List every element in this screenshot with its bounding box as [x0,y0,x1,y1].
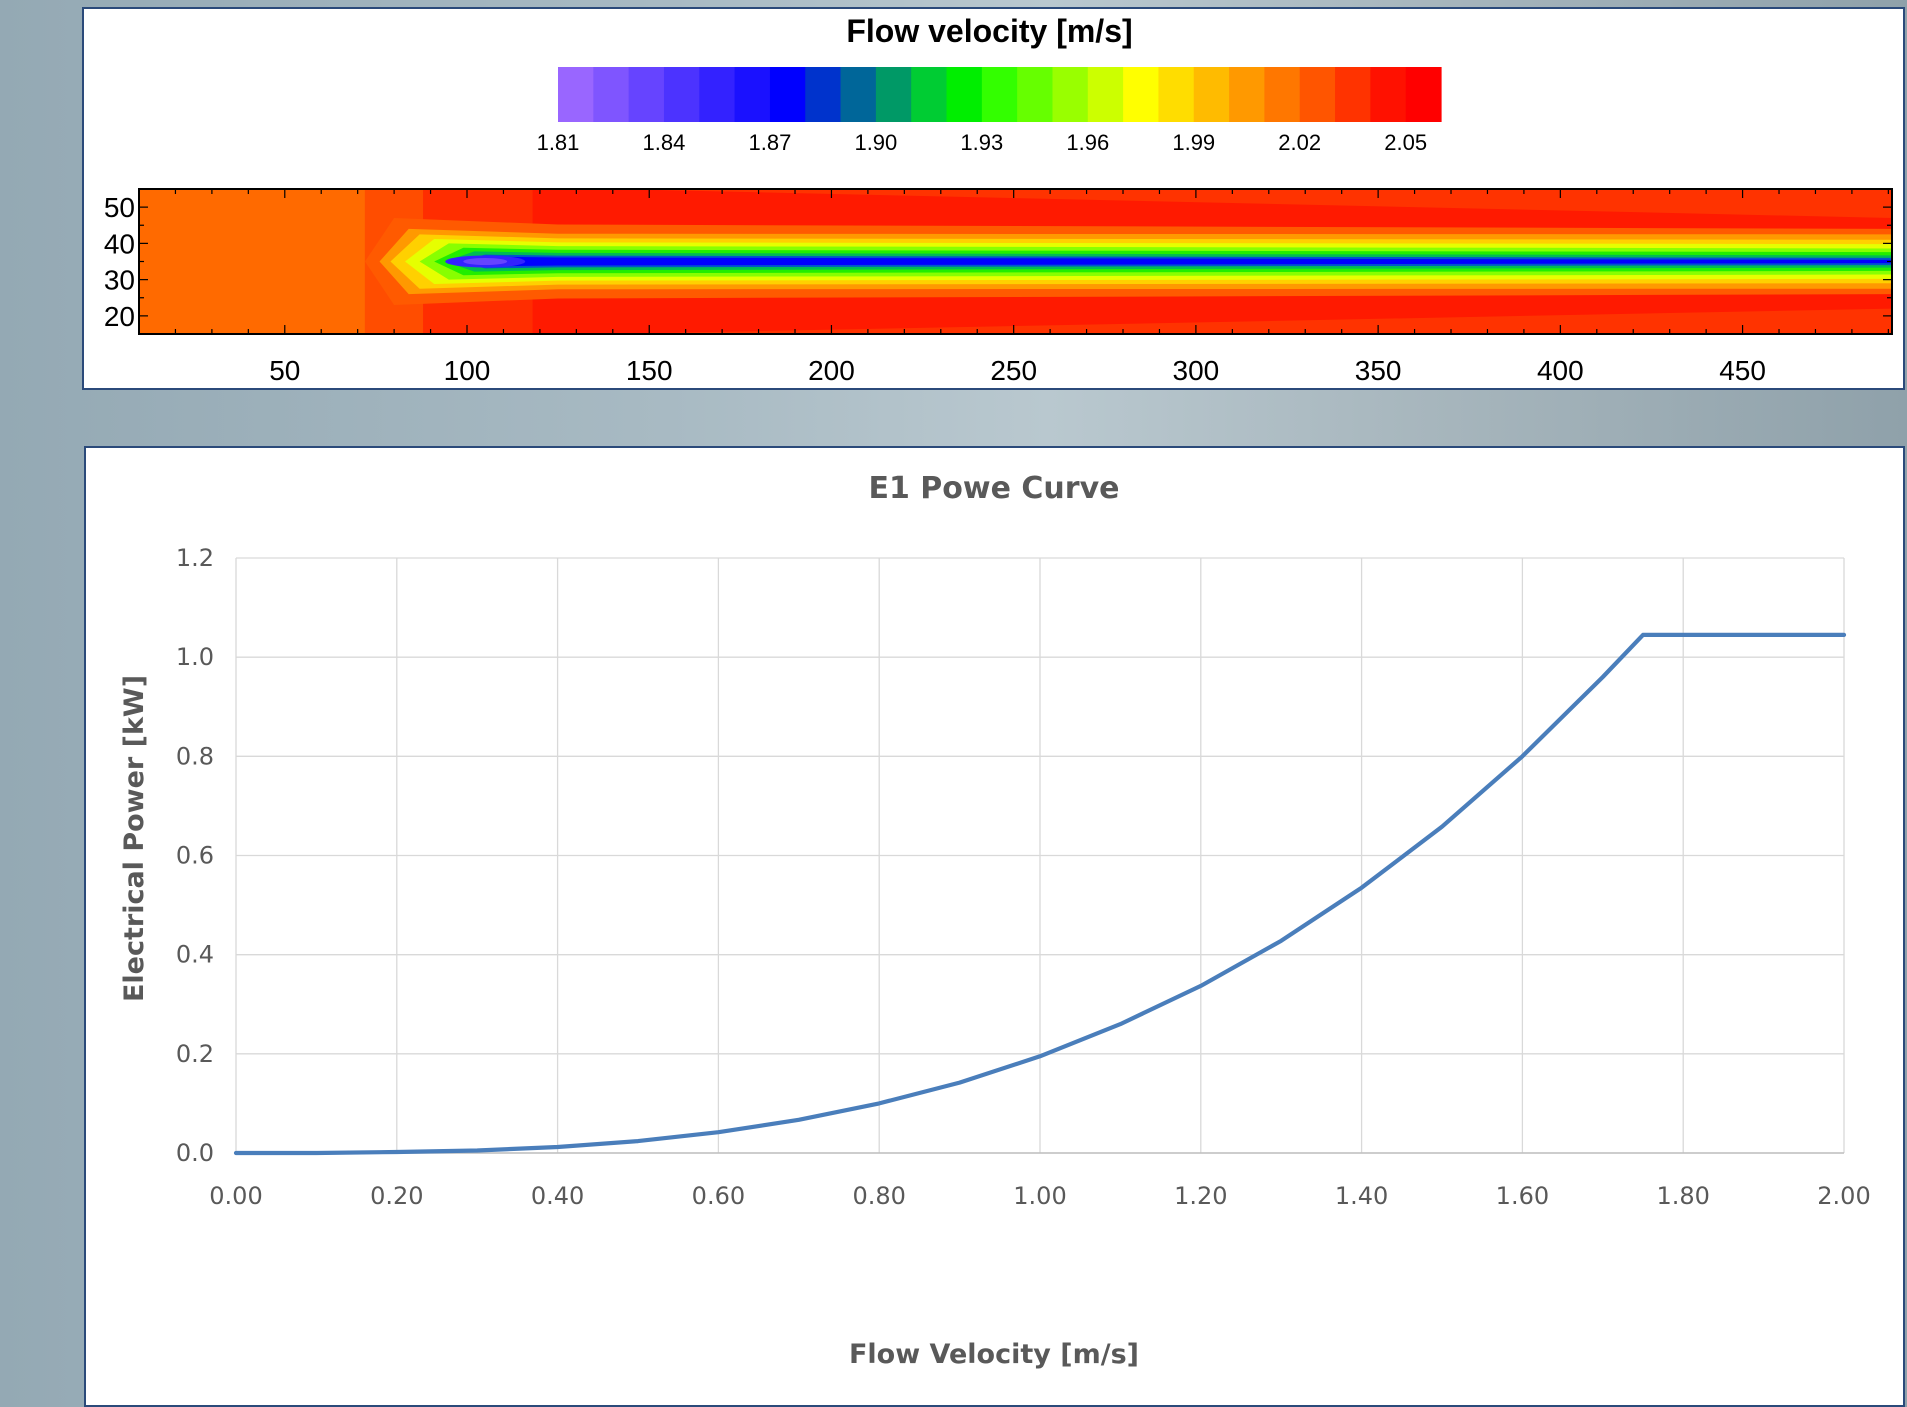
colorbar-swatch [1299,67,1336,122]
wake-core-min [463,258,508,265]
heatmap-title: Flow velocity [m/s] [846,13,1132,49]
power-curve-y-tick-label: 1.0 [176,643,214,671]
colorbar-swatch [805,67,842,122]
power-curve-x-tick-label: 0.20 [370,1182,423,1210]
colorbar-tick-label: 1.81 [537,130,580,155]
colorbar-swatch [699,67,736,122]
colorbar-swatch [593,67,630,122]
colorbar-tick-label: 1.87 [749,130,792,155]
freestream-band-bottom [612,308,1892,334]
power-curve-x-tick-label: 0.40 [531,1182,584,1210]
colorbar-swatch [1087,67,1124,122]
power-curve-chart: E1 Powe Curve 0.0 0.2 0.4 0.6 0.8 1.0 1.2 0.00 0.… [119,471,1871,1370]
power-curve-y-axis-label: Electrical Power [kW] [119,675,150,1002]
colorbar-swatch [875,67,912,122]
colorbar-swatch [1052,67,1089,122]
power-curve-x-tick-label: 1.60 [1496,1182,1549,1210]
colorbar-tick-label: 1.93 [960,130,1003,155]
colorbar-swatch [663,67,700,122]
heatmap-x-tick-label: 250 [990,355,1037,386]
heatmap-y-tick-label: 20 [104,301,135,332]
colorbar-tick-label: 1.99 [1172,130,1215,155]
flow-velocity-panel: Flow velocity [m/s] 1.81 1.84 1.87 1.90 1.93 1… [82,7,1905,390]
colorbar-swatch [769,67,806,122]
power-curve-x-tick-label: 1.00 [1013,1182,1066,1210]
colorbar-swatch [1264,67,1301,122]
freestream-band-top [612,189,1892,218]
colorbar-swatch [946,67,983,122]
flow-velocity-heatmap-chart: Flow velocity [m/s] 1.81 1.84 1.87 1.90 1.93 1… [104,13,1893,386]
colorbar-tick-label: 1.96 [1066,130,1109,155]
power-curve-y-tick-label: 0.0 [176,1139,214,1167]
colorbar-swatch [1193,67,1230,122]
power-curve-x-tick-label: 1.40 [1335,1182,1388,1210]
heatmap-x-tick-label: 450 [1719,355,1766,386]
colorbar-tick-label: 1.90 [854,130,897,155]
heatmap-x-tick-label: 50 [269,355,300,386]
heatmap-x-tick-label: 150 [626,355,673,386]
heatmap-x-tick-label: 300 [1173,355,1220,386]
power-curve-y-tick-label: 0.2 [176,1040,214,1068]
power-curve-x-tick-label: 2.00 [1817,1182,1870,1210]
colorbar-swatch [981,67,1018,122]
colorbar-swatch [911,67,948,122]
heatmap-y-tick-label: 30 [104,265,135,296]
heatmap-x-tick-label: 100 [444,355,491,386]
power-curve-x-tick-label: 1.80 [1656,1182,1709,1210]
colorbar-tick-label: 1.84 [643,130,686,155]
power-curve-y-tick-label: 1.2 [176,544,214,572]
colorbar-swatch [1017,67,1054,122]
wake-contour [467,256,1892,267]
heatmap-y-tick-label: 50 [104,192,135,223]
colorbar-swatch [1405,67,1442,122]
heatmap-y-tick-label: 40 [104,228,135,259]
colorbar-swatch [1335,67,1371,122]
power-curve-x-tick-label: 0.60 [692,1182,745,1210]
heatmap-x-tick-label: 400 [1537,355,1584,386]
colorbar-swatch [734,67,771,122]
colorbar-swatch [1229,67,1265,122]
colorbar-swatch [628,67,665,122]
power-curve-x-tick-label: 0.00 [209,1182,262,1210]
colorbar-swatch [840,67,877,122]
power-curve-y-tick-label: 0.8 [176,742,214,770]
colorbar-swatch [558,67,594,122]
power-curve-panel: E1 Powe Curve 0.0 0.2 0.4 0.6 0.8 1.0 1.2 0.00 0.… [84,446,1905,1407]
colorbar-swatch [1370,67,1407,122]
power-curve-y-tick-label: 0.6 [176,842,214,870]
colorbar-tick-label: 2.05 [1384,130,1427,155]
heatmap-x-tick-label: 200 [808,355,855,386]
colorbar-swatch [1123,67,1160,122]
power-curve-x-tick-label: 0.80 [852,1182,905,1210]
power-curve-x-tick-label: 1.20 [1174,1182,1227,1210]
heatmap-x-tick-label: 350 [1355,355,1402,386]
power-curve-x-axis-label: Flow Velocity [m/s] [849,1339,1139,1370]
power-curve-line [233,632,1847,1156]
colorbar-swatch [1158,67,1195,122]
colorbar-tick-label: 2.02 [1278,130,1321,155]
power-curve-y-tick-label: 0.4 [176,941,214,969]
power-curve-title: E1 Powe Curve [869,471,1120,506]
inlet-region [139,189,365,334]
heatmap-field [139,189,1892,334]
